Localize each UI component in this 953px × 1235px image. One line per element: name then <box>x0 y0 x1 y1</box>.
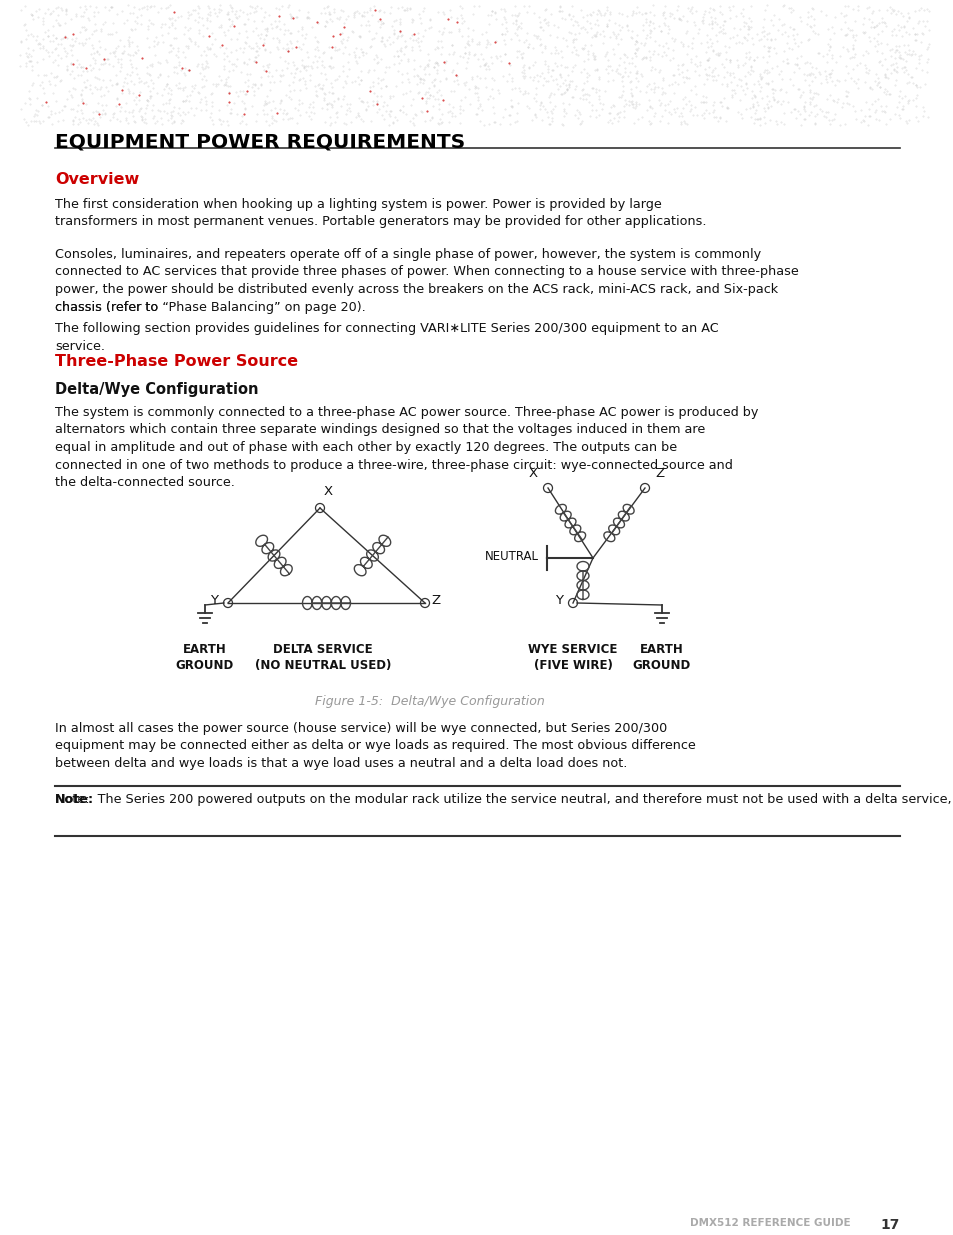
Text: Z: Z <box>655 467 663 480</box>
Text: Consoles, luminaires, and repeaters operate off of a single phase of power, howe: Consoles, luminaires, and repeaters oper… <box>55 248 798 314</box>
Text: X: X <box>324 485 333 498</box>
Text: Note:: Note: <box>55 793 94 806</box>
Text: Delta/Wye Configuration: Delta/Wye Configuration <box>55 382 258 396</box>
Text: EARTH
GROUND: EARTH GROUND <box>632 643 690 672</box>
Text: Three-Phase Power Source: Three-Phase Power Source <box>55 354 297 369</box>
Text: Y: Y <box>555 594 562 608</box>
Text: The following section provides guidelines for connecting VARI∗LITE Series 200/30: The following section provides guideline… <box>55 322 718 352</box>
Text: Z: Z <box>431 594 439 608</box>
Text: X: X <box>528 467 537 480</box>
Text: WYE SERVICE
(FIVE WIRE): WYE SERVICE (FIVE WIRE) <box>528 643 617 672</box>
Text: DELTA SERVICE
(NO NEUTRAL USED): DELTA SERVICE (NO NEUTRAL USED) <box>254 643 391 672</box>
Text: The first consideration when hooking up a lighting system is power. Power is pro: The first consideration when hooking up … <box>55 198 706 228</box>
Text: EARTH
GROUND: EARTH GROUND <box>175 643 233 672</box>
Text: DMX512 REFERENCE GUIDE: DMX512 REFERENCE GUIDE <box>689 1218 850 1228</box>
Text: In almost all cases the power source (house service) will be wye connected, but : In almost all cases the power source (ho… <box>55 722 695 769</box>
Text: Y: Y <box>210 594 218 608</box>
Text: NEUTRAL: NEUTRAL <box>484 550 538 562</box>
Text: The system is commonly connected to a three-phase AC power source. Three-phase A: The system is commonly connected to a th… <box>55 406 758 489</box>
Text: Figure 1-5:  Delta/Wye Configuration: Figure 1-5: Delta/Wye Configuration <box>314 695 544 708</box>
Text: 17: 17 <box>880 1218 899 1233</box>
Text: chassis (refer to: chassis (refer to <box>55 248 162 314</box>
Text: Overview: Overview <box>55 172 139 186</box>
Text: EQUIPMENT POWER REQUIREMENTS: EQUIPMENT POWER REQUIREMENTS <box>55 133 465 152</box>
Text: Note:  The Series 200 powered outputs on the modular rack utilize the service ne: Note: The Series 200 powered outputs on … <box>55 793 953 806</box>
